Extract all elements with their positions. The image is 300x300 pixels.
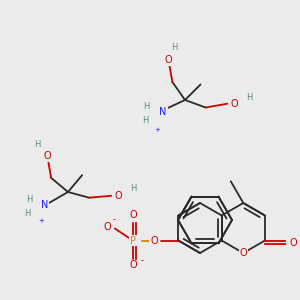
Text: O: O [165,55,172,65]
Text: H: H [246,93,253,102]
Text: O: O [230,99,238,109]
Text: -: - [112,215,115,224]
Text: +: + [154,127,160,133]
Text: H: H [142,116,148,125]
Text: H: H [24,208,30,217]
Text: O: O [44,151,51,161]
Text: -: - [140,256,143,265]
Text: O: O [239,248,247,258]
Text: N: N [41,200,49,210]
Text: H: H [130,184,136,193]
Text: O: O [114,191,122,201]
Text: H: H [143,102,149,111]
Text: O: O [150,236,158,245]
Text: O: O [129,211,137,220]
Text: N: N [159,107,167,117]
Text: H: H [26,194,32,203]
Text: O: O [129,260,137,271]
Text: H: H [171,43,178,52]
Text: +: + [38,218,44,224]
Text: P: P [130,236,136,245]
Text: H: H [34,140,41,149]
Text: O: O [103,221,111,232]
Text: O: O [289,238,297,248]
